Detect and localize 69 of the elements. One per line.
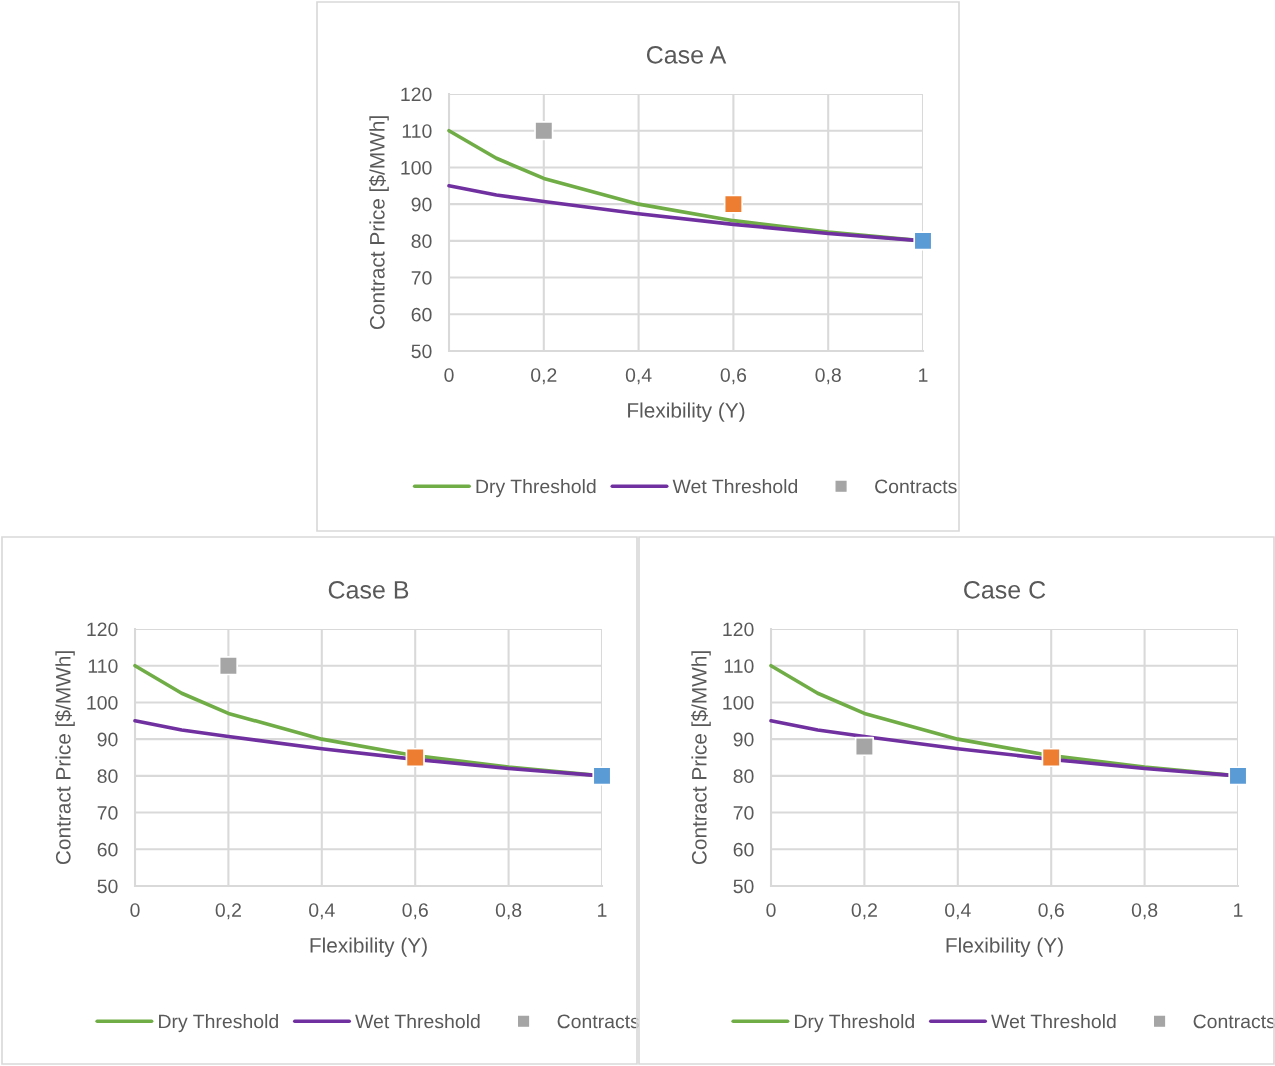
- chart-title: Case A: [646, 45, 727, 64]
- x-tick-label: 0,8: [1131, 903, 1158, 920]
- x-tick-label: 0,2: [851, 903, 877, 920]
- y-tick-label: 70: [733, 806, 754, 820]
- x-tick-label: 1: [598, 903, 607, 917]
- y-tick-label: 120: [723, 622, 754, 637]
- point: [854, 736, 875, 757]
- legend-label: Contracts: [875, 479, 957, 494]
- legend-label: Dry Threshold: [159, 1014, 278, 1033]
- x-axis-title: Flexibility (Y): [310, 937, 427, 957]
- y-tick-label: 100: [401, 160, 432, 175]
- y-axis-title: Contract Price [$/MWh]: [369, 116, 389, 330]
- legend-label: Dry Threshold: [476, 479, 596, 498]
- chart-title: Case B: [328, 580, 409, 599]
- x-tick-label: 0,6: [1038, 903, 1064, 920]
- y-tick-label: 80: [733, 769, 754, 784]
- x-tick-label: 0,8: [495, 903, 522, 920]
- y-tick-label: 90: [97, 732, 118, 747]
- y-tick-label: 110: [402, 124, 432, 138]
- x-tick-label: 0,2: [215, 903, 241, 920]
- x-tick-label: 0: [130, 903, 140, 917]
- legend-label: Wet Threshold: [672, 479, 798, 494]
- y-tick-label: 70: [97, 806, 118, 820]
- y-tick-label: 50: [97, 879, 118, 894]
- y-tick-label: 60: [411, 307, 432, 322]
- y-tick-label: 100: [87, 695, 118, 710]
- x-tick-label: 0: [444, 368, 454, 382]
- x-tick-label: 0,2: [531, 368, 557, 385]
- point: [1041, 747, 1061, 768]
- y-axis-title: Contract Price [$/MWh]: [691, 651, 711, 865]
- y-tick-label: 100: [723, 695, 754, 710]
- legend-label: Dry Threshold: [795, 1014, 914, 1033]
- y-tick-label: 120: [401, 87, 432, 102]
- x-tick-label: 0,6: [720, 368, 747, 385]
- point: [592, 766, 612, 786]
- y-tick-label: 70: [411, 271, 432, 285]
- legend-label: Wet Threshold: [991, 1014, 1116, 1029]
- x-tick-label: 0: [766, 903, 776, 917]
- y-tick-label: 60: [733, 842, 754, 857]
- y-tick-label: 60: [97, 842, 118, 857]
- x-tick-label: 1: [1234, 903, 1243, 917]
- point: [913, 231, 933, 251]
- y-tick-label: 80: [411, 234, 432, 249]
- x-tick-label: 0,4: [625, 368, 652, 385]
- y-tick-label: 90: [733, 732, 754, 747]
- x-axis-title: Flexibility (Y): [946, 937, 1063, 957]
- legend-label: Contracts: [1193, 1014, 1275, 1029]
- point: [1228, 766, 1248, 786]
- y-tick-label: 50: [411, 344, 432, 359]
- point: [534, 121, 554, 141]
- x-tick-label: 0,4: [945, 903, 971, 920]
- y-tick-label: 110: [88, 659, 118, 673]
- x-tick-label: 0,6: [402, 903, 428, 920]
- y-tick-label: 120: [87, 622, 118, 637]
- legend-label: Wet Threshold: [355, 1014, 480, 1029]
- x-tick-label: 0,8: [815, 368, 841, 385]
- y-axis-title: Contract Price [$/MWh]: [55, 651, 75, 865]
- y-tick-label: 80: [97, 769, 118, 784]
- y-tick-label: 110: [724, 659, 754, 673]
- chart-title: Case C: [964, 580, 1046, 599]
- y-tick-label: 50: [733, 879, 754, 894]
- point: [405, 747, 425, 768]
- y-tick-label: 90: [411, 197, 432, 212]
- x-axis-title: Flexibility (Y): [628, 402, 745, 422]
- legend-label: Contracts: [557, 1014, 640, 1029]
- x-tick-label: 0,4: [309, 903, 335, 920]
- point: [218, 656, 239, 676]
- point: [723, 194, 744, 214]
- x-tick-label: 1: [919, 368, 928, 382]
